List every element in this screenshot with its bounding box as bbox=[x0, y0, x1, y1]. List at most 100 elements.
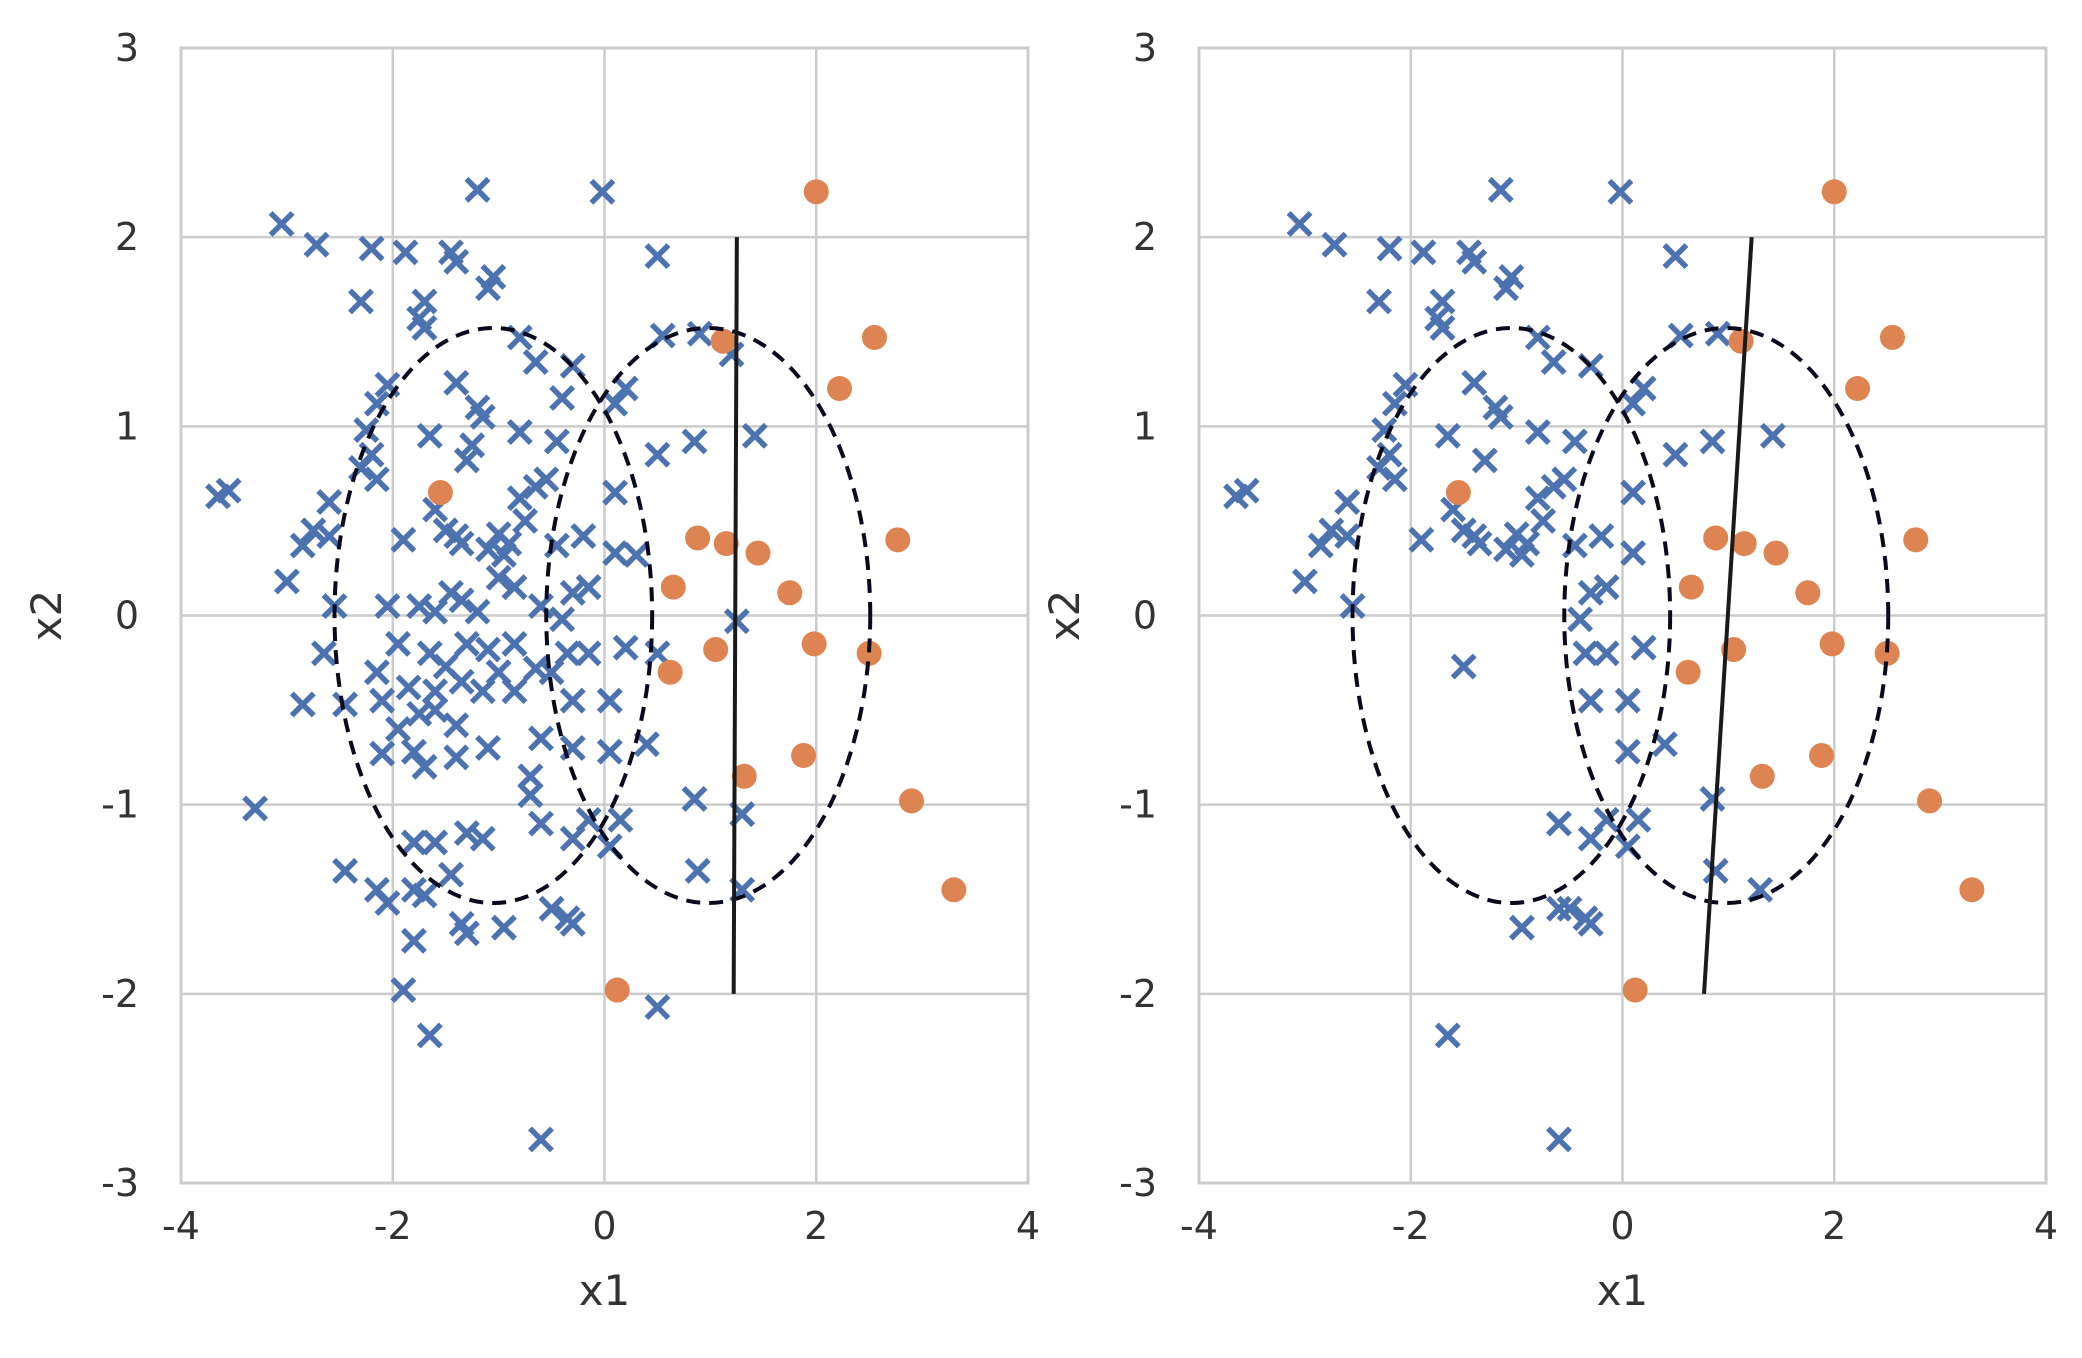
cross-point bbox=[1371, 417, 1398, 444]
cross-point bbox=[1429, 315, 1456, 341]
cross-point bbox=[1630, 634, 1657, 661]
cross-point bbox=[1625, 806, 1652, 833]
circle-point bbox=[1903, 527, 1929, 553]
circle-point bbox=[1821, 179, 1847, 205]
x-axis-label: x1 bbox=[579, 1266, 631, 1315]
cross-point bbox=[1366, 288, 1392, 315]
cross-point bbox=[490, 914, 517, 941]
cross-point bbox=[1286, 210, 1313, 237]
circle-point bbox=[861, 324, 887, 350]
cross-point bbox=[528, 1126, 554, 1153]
class-ellipse bbox=[1350, 325, 1673, 906]
cross-point bbox=[422, 697, 449, 724]
cross-point bbox=[596, 738, 623, 765]
cross-point bbox=[1291, 568, 1318, 595]
cross-point bbox=[1546, 1126, 1572, 1153]
grid-lines bbox=[1197, 46, 2048, 1185]
cross-point bbox=[411, 315, 438, 341]
class-ellipse bbox=[544, 325, 873, 906]
cross-point bbox=[1759, 422, 1786, 449]
x-tick-label: 0 bbox=[1610, 1204, 1634, 1248]
cross-point bbox=[1530, 507, 1557, 534]
cross-point bbox=[1508, 914, 1535, 941]
cross-point bbox=[453, 630, 480, 657]
y-tick-label: 1 bbox=[115, 404, 139, 448]
cross-point bbox=[1577, 825, 1604, 852]
y-tick-label: 1 bbox=[1133, 404, 1157, 448]
circle-point bbox=[1879, 324, 1905, 350]
y-tick-label: -1 bbox=[101, 783, 139, 827]
cross-point bbox=[1318, 517, 1345, 544]
cross-point bbox=[602, 479, 629, 506]
cross-point bbox=[623, 542, 650, 568]
cross-point bbox=[1620, 479, 1647, 506]
circle-point bbox=[899, 788, 925, 814]
cross-point bbox=[475, 636, 501, 663]
circle-point bbox=[1728, 328, 1754, 354]
cross-point bbox=[289, 532, 316, 559]
cross-point bbox=[416, 422, 443, 449]
circle-point bbox=[1678, 574, 1704, 600]
cross-point bbox=[1546, 810, 1572, 837]
cross-point bbox=[1493, 536, 1519, 563]
circle-point bbox=[1675, 659, 1701, 685]
cross-point bbox=[681, 428, 708, 455]
circle-point bbox=[1809, 742, 1835, 768]
cross-point bbox=[644, 994, 671, 1021]
cross-point bbox=[589, 178, 616, 205]
circle-point bbox=[1703, 525, 1729, 551]
cross-point bbox=[528, 593, 554, 619]
cross-point bbox=[1508, 542, 1535, 568]
cross-point bbox=[353, 417, 380, 444]
cross-point bbox=[1699, 786, 1726, 812]
cross-point bbox=[522, 349, 549, 375]
y-tick-label: 0 bbox=[115, 594, 139, 638]
cross-point bbox=[332, 691, 359, 718]
cross-point bbox=[501, 630, 528, 657]
cross-point bbox=[686, 320, 713, 347]
cross-point bbox=[559, 910, 586, 937]
cross-point bbox=[1614, 687, 1641, 714]
cross-point bbox=[385, 630, 411, 657]
cross-point bbox=[348, 288, 374, 315]
circle-point bbox=[604, 977, 630, 1003]
cross-point bbox=[633, 731, 660, 758]
cross-point bbox=[459, 432, 486, 459]
cross-point bbox=[1630, 375, 1657, 402]
y-tick-label: 3 bbox=[115, 26, 139, 70]
cross-point bbox=[448, 668, 475, 695]
cross-point bbox=[575, 640, 602, 667]
cross-point bbox=[443, 248, 470, 275]
y-tick-label: 0 bbox=[1133, 594, 1157, 638]
cross-point bbox=[438, 861, 464, 888]
cross-point bbox=[1233, 477, 1260, 504]
cross-point bbox=[1540, 349, 1567, 375]
circle-point bbox=[803, 179, 829, 205]
cross-point bbox=[575, 574, 602, 601]
cross-point bbox=[422, 829, 449, 856]
circle-point bbox=[731, 763, 757, 789]
cross-point bbox=[300, 517, 327, 544]
cross-point bbox=[559, 579, 586, 606]
cross-point bbox=[390, 977, 417, 1003]
grid-lines bbox=[179, 46, 1030, 1185]
cross-point bbox=[392, 239, 419, 266]
cross-point bbox=[469, 678, 496, 705]
cross-point bbox=[1461, 369, 1488, 396]
cross-point bbox=[1334, 489, 1361, 515]
circle-point bbox=[1845, 376, 1871, 401]
y-tick-label: -3 bbox=[101, 1161, 139, 1205]
data-points bbox=[1223, 176, 1985, 1153]
cross-point bbox=[1593, 574, 1620, 601]
cross-point bbox=[1620, 540, 1647, 567]
right-scatter-panel: -4 -2 0 2 4 -3 -2 -1 0 1 2 3 x1 x2 bbox=[1040, 26, 2058, 1315]
cross-point bbox=[602, 390, 629, 417]
cross-point bbox=[538, 895, 565, 922]
cross-point bbox=[475, 275, 501, 302]
cross-point bbox=[475, 536, 501, 563]
x-tick-label: -4 bbox=[1180, 1204, 1218, 1248]
cross-point bbox=[517, 763, 544, 790]
circle-point bbox=[856, 640, 882, 666]
cross-point bbox=[1381, 466, 1408, 493]
